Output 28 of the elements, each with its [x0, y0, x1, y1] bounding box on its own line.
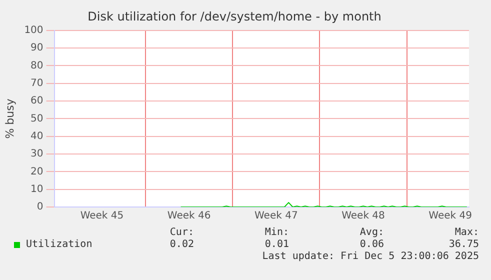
x-tick-label: Week 46 — [167, 210, 211, 222]
y-tick-label: 20 — [30, 166, 44, 178]
y-tick-label: 30 — [30, 148, 44, 160]
text: 0.06 — [358, 239, 384, 251]
legend-label: Utilization — [26, 239, 94, 251]
y-tick-label: 70 — [30, 78, 44, 89]
y-tick-label: 40 — [30, 130, 44, 142]
text: 36.75 — [448, 239, 479, 251]
y-tick-label: 80 — [30, 60, 44, 72]
chart-title: Disk utilization for /dev/system/home - by month — [88, 9, 382, 24]
text: Max: — [454, 227, 479, 239]
y-tick-label: 10 — [30, 184, 44, 195]
text: 0.01 — [264, 239, 289, 251]
y-tick-label: 60 — [30, 96, 44, 107]
y-tick-label: 0 — [36, 202, 44, 213]
text: Avg: — [358, 227, 384, 239]
y-tick-label: 90 — [30, 42, 44, 54]
text: 0.02 — [168, 239, 194, 251]
text: Cur: — [168, 227, 194, 239]
text: Min: — [264, 227, 289, 239]
y-axis-title: % busy — [3, 98, 16, 139]
y-tick-label: 50 — [30, 113, 44, 124]
text: Last update: Fri Dec 5 23:00:06 2025 — [261, 251, 480, 263]
x-tick-label: Week 45 — [80, 210, 124, 222]
x-tick-label: Week 47 — [254, 210, 298, 222]
y-tick-label: 100 — [24, 24, 44, 36]
x-tick-label: Week 49 — [428, 210, 472, 222]
x-tick-label: Week 48 — [342, 210, 385, 222]
